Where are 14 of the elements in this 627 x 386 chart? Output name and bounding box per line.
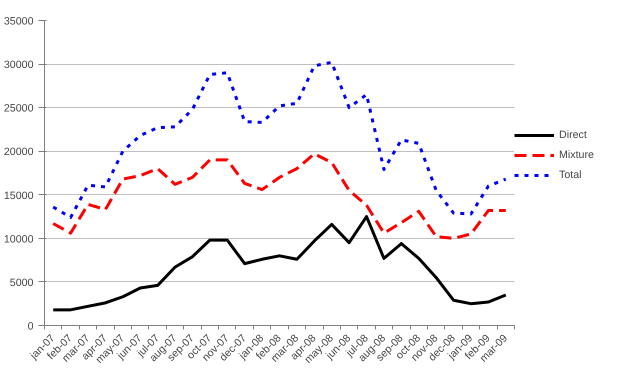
legend-label: Direct <box>559 129 587 141</box>
legend-label: Total <box>559 169 582 181</box>
line-series <box>52 215 508 312</box>
y-tick-label: 0 <box>28 320 34 332</box>
y-tick-label: 30000 <box>4 59 34 72</box>
y-tick-label: 25000 <box>4 102 34 115</box>
legend-label: Mixture <box>559 149 594 161</box>
y-tick-label: 35000 <box>4 16 34 28</box>
y-tick-label: 20000 <box>4 146 34 158</box>
line-series <box>52 60 508 219</box>
y-tick-label: 15000 <box>4 190 34 202</box>
y-tick-label: 10000 <box>4 233 34 246</box>
line-series <box>52 152 508 240</box>
y-tick-label: 5000 <box>10 276 34 289</box>
